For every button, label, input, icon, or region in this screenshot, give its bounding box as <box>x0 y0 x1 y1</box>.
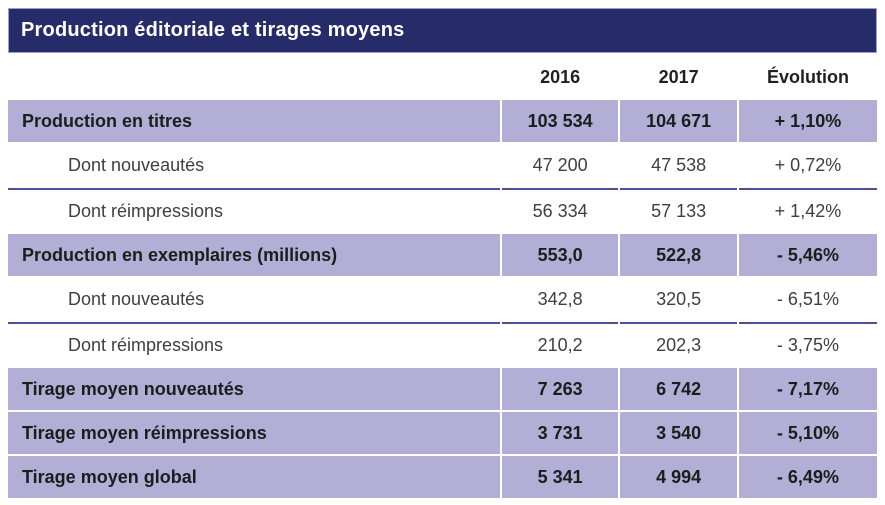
value-evolution: - 5,46% <box>738 234 877 276</box>
value-2016: 56 334 <box>501 188 619 232</box>
row-label: Tirage moyen réimpressions <box>8 412 500 454</box>
table-row: Tirage moyen réimpressions 3 731 3 540 -… <box>8 412 877 454</box>
row-label: Dont réimpressions <box>8 322 500 366</box>
table-row: Dont nouveautés 342,8 320,5 - 6,51% <box>8 278 877 320</box>
table-row: Production en titres 103 534 104 671 + 1… <box>8 100 877 142</box>
table-title-bar: Production éditoriale et tirages moyens <box>8 8 877 53</box>
value-evolution: - 6,49% <box>738 456 877 498</box>
row-label: Dont nouveautés <box>8 144 500 186</box>
value-evolution: + 1,42% <box>738 188 877 232</box>
value-evolution: + 0,72% <box>738 144 877 186</box>
row-label: Tirage moyen global <box>8 456 500 498</box>
value-2017: 3 540 <box>620 412 737 454</box>
table-row: Production en exemplaires (millions) 553… <box>8 234 877 276</box>
value-2017: 202,3 <box>620 322 737 366</box>
value-evolution: + 1,10% <box>738 100 877 142</box>
table-row: Tirage moyen global 5 341 4 994 - 6,49% <box>8 456 877 498</box>
value-evolution: - 5,10% <box>738 412 877 454</box>
value-2016: 7 263 <box>501 368 619 410</box>
value-2016: 3 731 <box>501 412 619 454</box>
value-2017: 4 994 <box>620 456 737 498</box>
value-2017: 104 671 <box>620 100 737 142</box>
table-row: Dont réimpressions 56 334 57 133 + 1,42% <box>8 188 877 232</box>
value-2016: 5 341 <box>501 456 619 498</box>
header-2016: 2016 <box>501 57 619 98</box>
value-2017: 320,5 <box>620 278 737 320</box>
table-row: Tirage moyen nouveautés 7 263 6 742 - 7,… <box>8 368 877 410</box>
table-row: Dont réimpressions 210,2 202,3 - 3,75% <box>8 322 877 366</box>
value-2017: 6 742 <box>620 368 737 410</box>
header-2017: 2017 <box>620 57 737 98</box>
table-title: Production éditoriale et tirages moyens <box>21 19 405 41</box>
value-evolution: - 3,75% <box>738 322 877 366</box>
value-2016: 210,2 <box>501 322 619 366</box>
header-label <box>8 57 500 98</box>
row-label: Tirage moyen nouveautés <box>8 368 500 410</box>
row-label: Production en titres <box>8 100 500 142</box>
value-2017: 57 133 <box>620 188 737 232</box>
production-table: 2016 2017 Évolution Production en titres… <box>6 55 879 500</box>
value-evolution: - 6,51% <box>738 278 877 320</box>
value-2016: 342,8 <box>501 278 619 320</box>
value-evolution: - 7,17% <box>738 368 877 410</box>
value-2017: 47 538 <box>620 144 737 186</box>
table-row: Dont nouveautés 47 200 47 538 + 0,72% <box>8 144 877 186</box>
value-2016: 553,0 <box>501 234 619 276</box>
row-label: Dont nouveautés <box>8 278 500 320</box>
value-2016: 103 534 <box>501 100 619 142</box>
row-label: Dont réimpressions <box>8 188 500 232</box>
value-2016: 47 200 <box>501 144 619 186</box>
header-evolution: Évolution <box>738 57 877 98</box>
header-row: 2016 2017 Évolution <box>8 57 877 98</box>
value-2017: 522,8 <box>620 234 737 276</box>
row-label: Production en exemplaires (millions) <box>8 234 500 276</box>
